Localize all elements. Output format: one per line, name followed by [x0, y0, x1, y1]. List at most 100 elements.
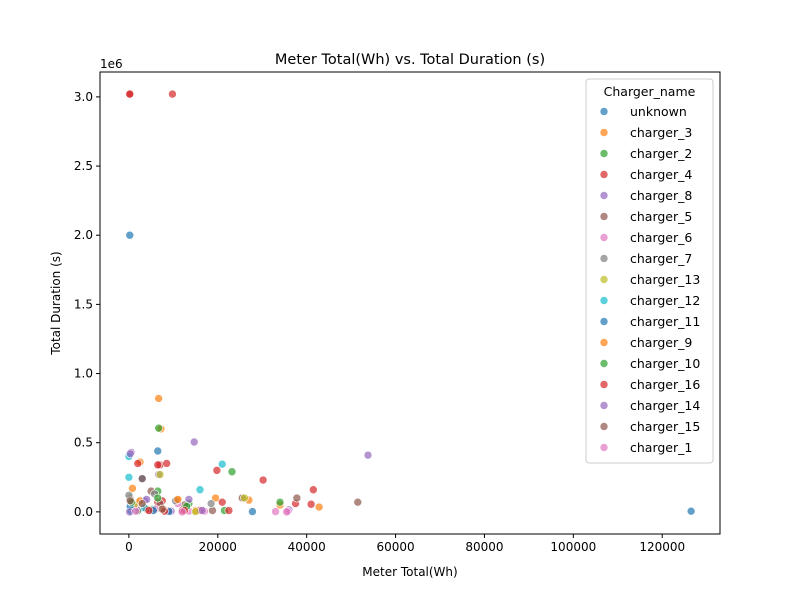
legend-marker-charger_9: [599, 338, 609, 347]
data-point-charger_16-1: [153, 460, 163, 470]
y-tick-label: 0.5: [74, 436, 93, 450]
x-tick-label: 80000: [465, 540, 503, 554]
data-point-charger_15-2: [125, 496, 135, 506]
data-point-charger_15-1: [157, 504, 167, 514]
y-tick-label: 1.0: [74, 367, 93, 381]
data-point-charger_9-0: [173, 495, 183, 504]
legend-label-charger_5: charger_5: [630, 209, 692, 224]
legend-label-charger_14: charger_14: [630, 398, 700, 413]
legend-marker-charger_3: [599, 128, 609, 137]
legend-marker-charger_16: [599, 380, 609, 389]
x-tick-label: 60000: [376, 540, 414, 554]
data-point-charger_16-2: [144, 506, 154, 515]
data-point-charger_3-0: [154, 394, 163, 403]
legend-label-charger_1: charger_1: [630, 440, 692, 455]
data-point-charger_8-0: [363, 450, 373, 460]
legend-marker-charger_1: [599, 443, 609, 452]
plot-frame: [99, 71, 721, 535]
legend-marker-charger_8: [599, 191, 609, 200]
legend-marker-charger_10: [599, 359, 609, 368]
legend-marker-charger_11: [599, 317, 609, 326]
legend-label-charger_15: charger_15: [630, 419, 700, 434]
x-tick-label: 100000: [550, 540, 596, 554]
data-point-unknown-3: [248, 507, 257, 516]
y-tick-label: 0.0: [74, 505, 93, 519]
data-point-charger_14-0: [125, 449, 135, 459]
data-point-charger_10-2: [153, 493, 163, 503]
y-tick-label: 3.0: [74, 90, 93, 104]
data-point-charger_7-0: [206, 499, 216, 508]
legend-label-charger_10: charger_10: [630, 356, 700, 371]
legend-label-charger_12: charger_12: [630, 293, 700, 308]
data-point-charger_12-2: [217, 459, 227, 469]
data-point-charger_4-1: [168, 89, 177, 99]
legend-marker-charger_14: [599, 401, 609, 410]
legend-marker-charger_4: [599, 170, 609, 179]
data-point-charger_5-1: [292, 493, 302, 503]
data-point-unknown-2: [153, 446, 163, 456]
data-point-charger_2-1: [227, 467, 237, 477]
legend-marker-charger_2: [599, 149, 609, 158]
data-point-charger_12-0: [124, 472, 134, 482]
legend: Charger_name unknown charger_3 charger_2ch…: [585, 78, 714, 464]
data-point-charger_2-6: [275, 497, 285, 507]
data-point-charger_14-2: [197, 506, 207, 515]
y-offset-label: 1e6: [100, 57, 123, 71]
data-point-charger_13-1: [240, 493, 249, 503]
data-point-charger_6-1: [271, 507, 280, 516]
data-point-charger_4-14: [217, 497, 227, 507]
data-point-unknown-1: [686, 506, 696, 516]
legend-marker-charger_7: [599, 254, 609, 263]
data-point-charger_16-0: [125, 89, 135, 99]
legend-label-charger_2: charger_2: [630, 146, 692, 161]
data-point-charger_13-0: [155, 470, 165, 479]
legend-marker-unknown: [599, 107, 609, 116]
x-axis: 0 20000 40000 60000 80000 100000 120000: [125, 534, 685, 554]
legend-label-charger_3: charger_3: [630, 125, 692, 140]
y-tick-label: 2.5: [74, 159, 93, 173]
legend-label-charger_8: charger_8: [630, 188, 692, 203]
legend-title: Charger_name: [604, 84, 696, 99]
legend-marker-charger_15: [599, 422, 609, 431]
legend-label-charger_6: charger_6: [630, 230, 692, 245]
legend-frame: [585, 78, 714, 464]
data-point-charger_5-0: [353, 497, 363, 507]
y-axis: 0.0 0.5 1.0 1.5 2.0 2.5 3.0: [74, 90, 100, 519]
data-point-charger_5-4: [208, 506, 217, 515]
data-point-charger_5-6: [137, 474, 147, 483]
data-point-charger_1-0: [282, 507, 291, 517]
x-tick-label: 20000: [199, 540, 237, 554]
legend-label-charger_9: charger_9: [630, 335, 692, 350]
x-tick-label: 0: [125, 540, 133, 554]
data-point-charger_12-3: [195, 485, 205, 495]
x-axis-label: Meter Total(Wh): [362, 565, 457, 579]
legend-label-charger_7: charger_7: [630, 251, 692, 266]
legend-marker-charger_5: [599, 212, 609, 221]
legend-label-charger_13: charger_13: [630, 272, 700, 287]
legend-items: unknown charger_3 charger_2 charger_4charge…: [599, 104, 700, 455]
data-point-charger_4-3: [133, 459, 143, 468]
x-tick-label: 120000: [639, 540, 685, 554]
legend-label-charger_11: charger_11: [630, 314, 700, 329]
data-point-charger_1-2: [131, 506, 140, 516]
data-point-charger_3-6: [128, 484, 137, 493]
data-point-charger_3-3: [314, 502, 324, 512]
legend-marker-charger_13: [599, 275, 609, 284]
chart-title: Meter Total(Wh) vs. Total Duration (s): [275, 52, 545, 68]
x-tick-label: 40000: [288, 540, 326, 554]
legend-marker-charger_12: [599, 296, 609, 305]
data-point-charger_4-4: [162, 459, 171, 468]
y-axis-label: Total Duration (s): [49, 251, 63, 355]
data-point-charger_4-13: [224, 506, 234, 515]
data-point-charger_4-18: [306, 499, 316, 509]
data-point-charger_15-0: [137, 499, 147, 508]
legend-label-unknown: unknown: [630, 104, 687, 119]
data-point-charger_8-1: [189, 437, 199, 447]
legend-marker-charger_6: [599, 233, 609, 242]
data-point-charger_4-7: [309, 485, 318, 495]
plot-points: [124, 89, 696, 517]
legend-label-charger_16: charger_16: [630, 377, 700, 392]
y-tick-label: 1.5: [74, 297, 93, 311]
data-point-charger_1-1: [177, 507, 187, 517]
